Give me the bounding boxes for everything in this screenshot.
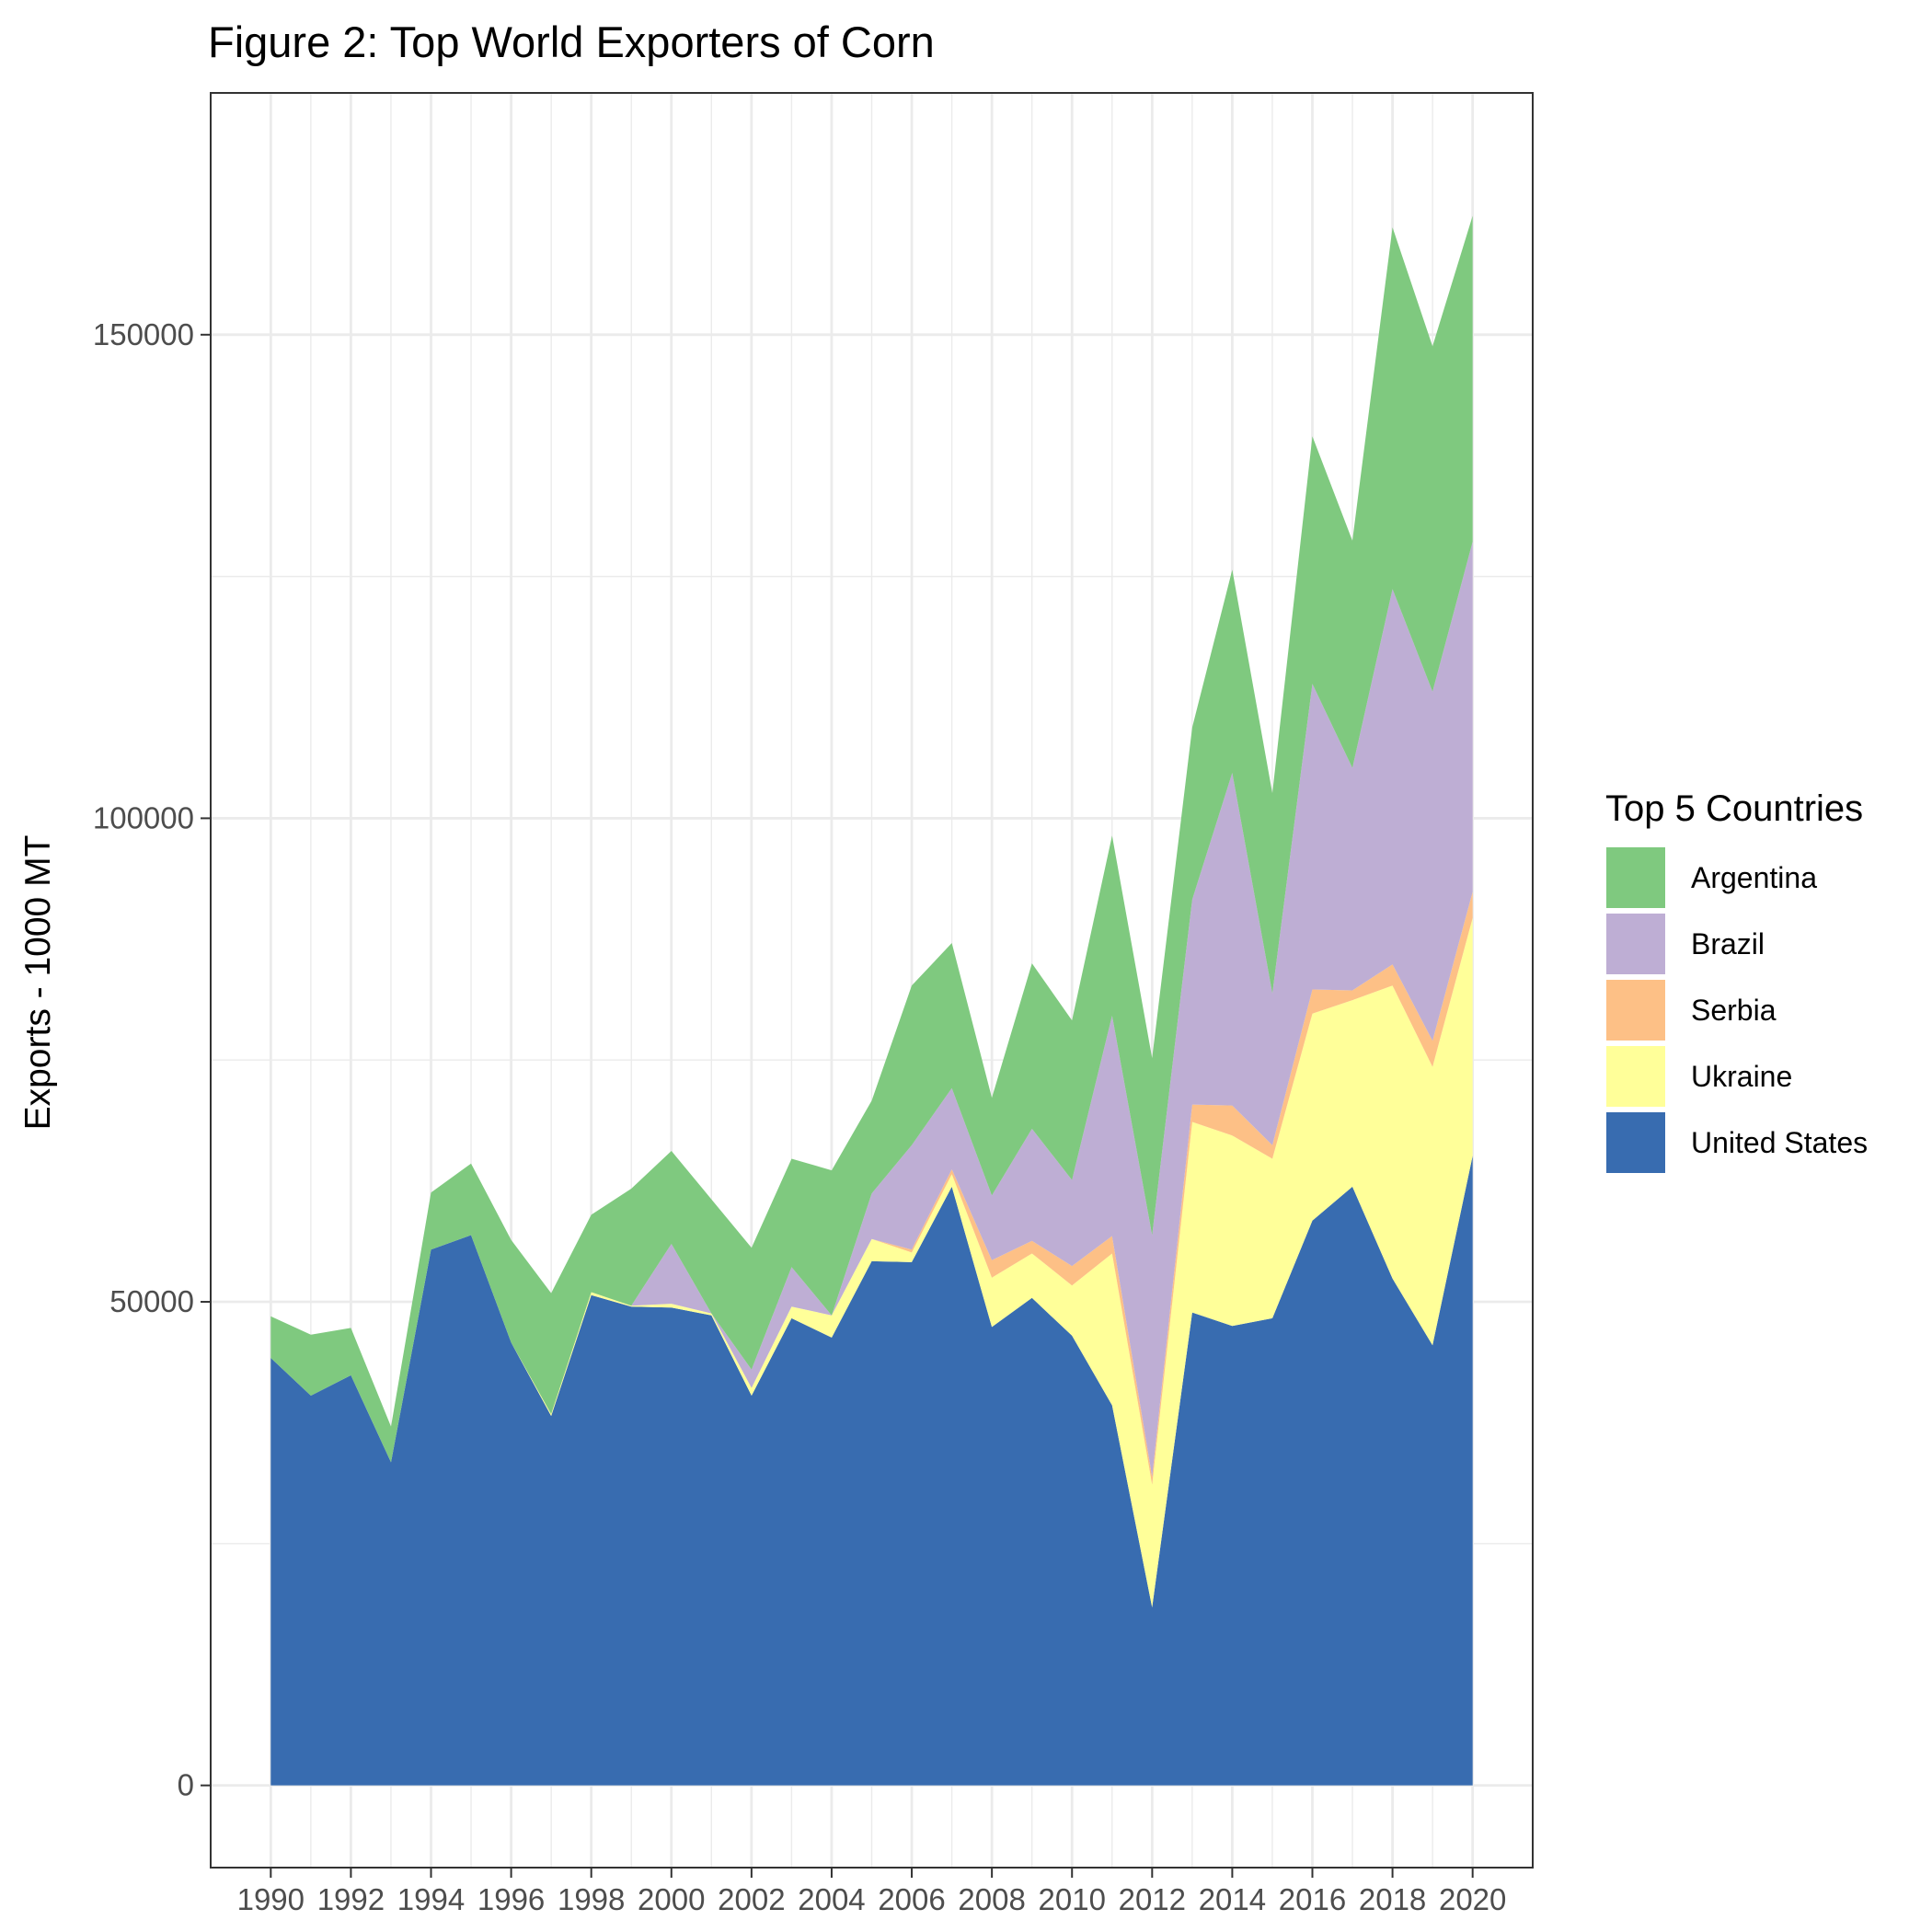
area-layer <box>270 215 1473 1786</box>
y-tick-label: 100000 <box>93 800 194 834</box>
plot-border <box>210 92 1534 1869</box>
y-tick-label: 50000 <box>109 1284 194 1318</box>
y-tick-label: 0 <box>178 1768 194 1802</box>
legend-label: Ukraine <box>1691 1060 1792 1093</box>
x-tick-label: 2012 <box>1119 1882 1186 1916</box>
chart-title: Figure 2: Top World Exporters of Corn <box>208 17 935 66</box>
x-tick-label: 2006 <box>878 1882 945 1916</box>
legend: Top 5 Countries Argentina Brazil Serbia Ukr… <box>1604 788 1868 1175</box>
y-tick-label: 150000 <box>93 317 194 351</box>
x-tick-label: 2000 <box>638 1882 705 1916</box>
legend-key-ukraine <box>1604 1044 1667 1109</box>
area-brazil <box>270 541 1473 1478</box>
legend-key-brazil <box>1604 912 1667 976</box>
x-tick-label: 2020 <box>1439 1882 1506 1916</box>
legend-title: Top 5 Countries <box>1605 788 1863 829</box>
x-tick-label: 2008 <box>958 1882 1025 1916</box>
x-tick-label: 1996 <box>477 1882 545 1916</box>
x-axis: 1990 1992 1994 1996 1998 2000 2002 2004 2006 2008… <box>237 1868 1506 1916</box>
legend-label: United States <box>1691 1126 1868 1159</box>
legend-label: Serbia <box>1691 994 1777 1027</box>
legend-key-argentina <box>1604 845 1667 910</box>
x-tick-label: 1992 <box>317 1882 385 1916</box>
legend-key-united-states <box>1604 1110 1667 1175</box>
x-tick-label: 2018 <box>1359 1882 1426 1916</box>
x-tick-label: 2004 <box>798 1882 865 1916</box>
x-tick-label: 2016 <box>1279 1882 1346 1916</box>
x-tick-label: 1998 <box>558 1882 625 1916</box>
y-axis-title: Exports - 1000 MT <box>18 835 58 1131</box>
x-tick-label: 1994 <box>397 1882 465 1916</box>
area-ukraine <box>270 917 1473 1608</box>
legend-key-serbia <box>1604 978 1667 1042</box>
x-tick-label: 2014 <box>1199 1882 1266 1916</box>
legend-label: Argentina <box>1691 861 1817 894</box>
x-tick-label: 1990 <box>237 1882 305 1916</box>
y-axis: 0 50000 100000 150000 <box>93 317 211 1802</box>
x-tick-label: 2010 <box>1039 1882 1106 1916</box>
area-united-states <box>270 1156 1473 1786</box>
legend-label: Brazil <box>1691 927 1765 960</box>
x-tick-label: 2002 <box>718 1882 785 1916</box>
